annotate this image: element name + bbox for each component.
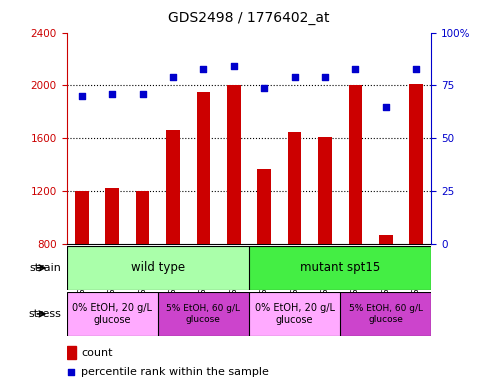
Text: 0% EtOH, 20 g/L
glucose: 0% EtOH, 20 g/L glucose: [254, 303, 335, 325]
Bar: [67, 246, 249, 290]
Text: count: count: [81, 348, 112, 358]
Bar: [249, 292, 340, 336]
Text: percentile rank within the sample: percentile rank within the sample: [81, 367, 269, 377]
Point: [139, 91, 146, 97]
Text: 5% EtOH, 60 g/L
glucose: 5% EtOH, 60 g/L glucose: [349, 304, 423, 324]
Point: [230, 63, 238, 70]
Point: [67, 369, 75, 375]
Bar: [158, 292, 249, 336]
Point: [78, 93, 86, 99]
Bar: [166, 130, 180, 244]
Bar: [136, 191, 149, 244]
Point: [321, 74, 329, 80]
Bar: [379, 235, 392, 244]
Bar: [257, 169, 271, 244]
Text: 0% EtOH, 20 g/L
glucose: 0% EtOH, 20 g/L glucose: [72, 303, 152, 325]
Bar: [340, 292, 431, 336]
Point: [169, 74, 177, 80]
Bar: [318, 137, 332, 244]
Text: mutant spt15: mutant spt15: [300, 262, 380, 274]
Point: [108, 91, 116, 97]
Point: [291, 74, 299, 80]
Point: [199, 65, 208, 71]
Text: stress: stress: [29, 309, 62, 319]
Text: strain: strain: [30, 263, 62, 273]
Bar: [197, 92, 210, 244]
Point: [260, 84, 268, 91]
Bar: [288, 132, 301, 244]
Text: 5% EtOH, 60 g/L
glucose: 5% EtOH, 60 g/L glucose: [166, 304, 241, 324]
Point: [352, 65, 359, 71]
Bar: [67, 292, 158, 336]
Bar: [249, 246, 431, 290]
Bar: [106, 189, 119, 244]
Bar: [75, 191, 89, 244]
Bar: [349, 86, 362, 244]
Point: [412, 65, 420, 71]
Bar: [227, 85, 241, 244]
Text: wild type: wild type: [131, 262, 185, 274]
Bar: [409, 84, 423, 244]
Bar: [67, 346, 76, 359]
Text: GDS2498 / 1776402_at: GDS2498 / 1776402_at: [168, 11, 330, 25]
Point: [382, 104, 389, 110]
